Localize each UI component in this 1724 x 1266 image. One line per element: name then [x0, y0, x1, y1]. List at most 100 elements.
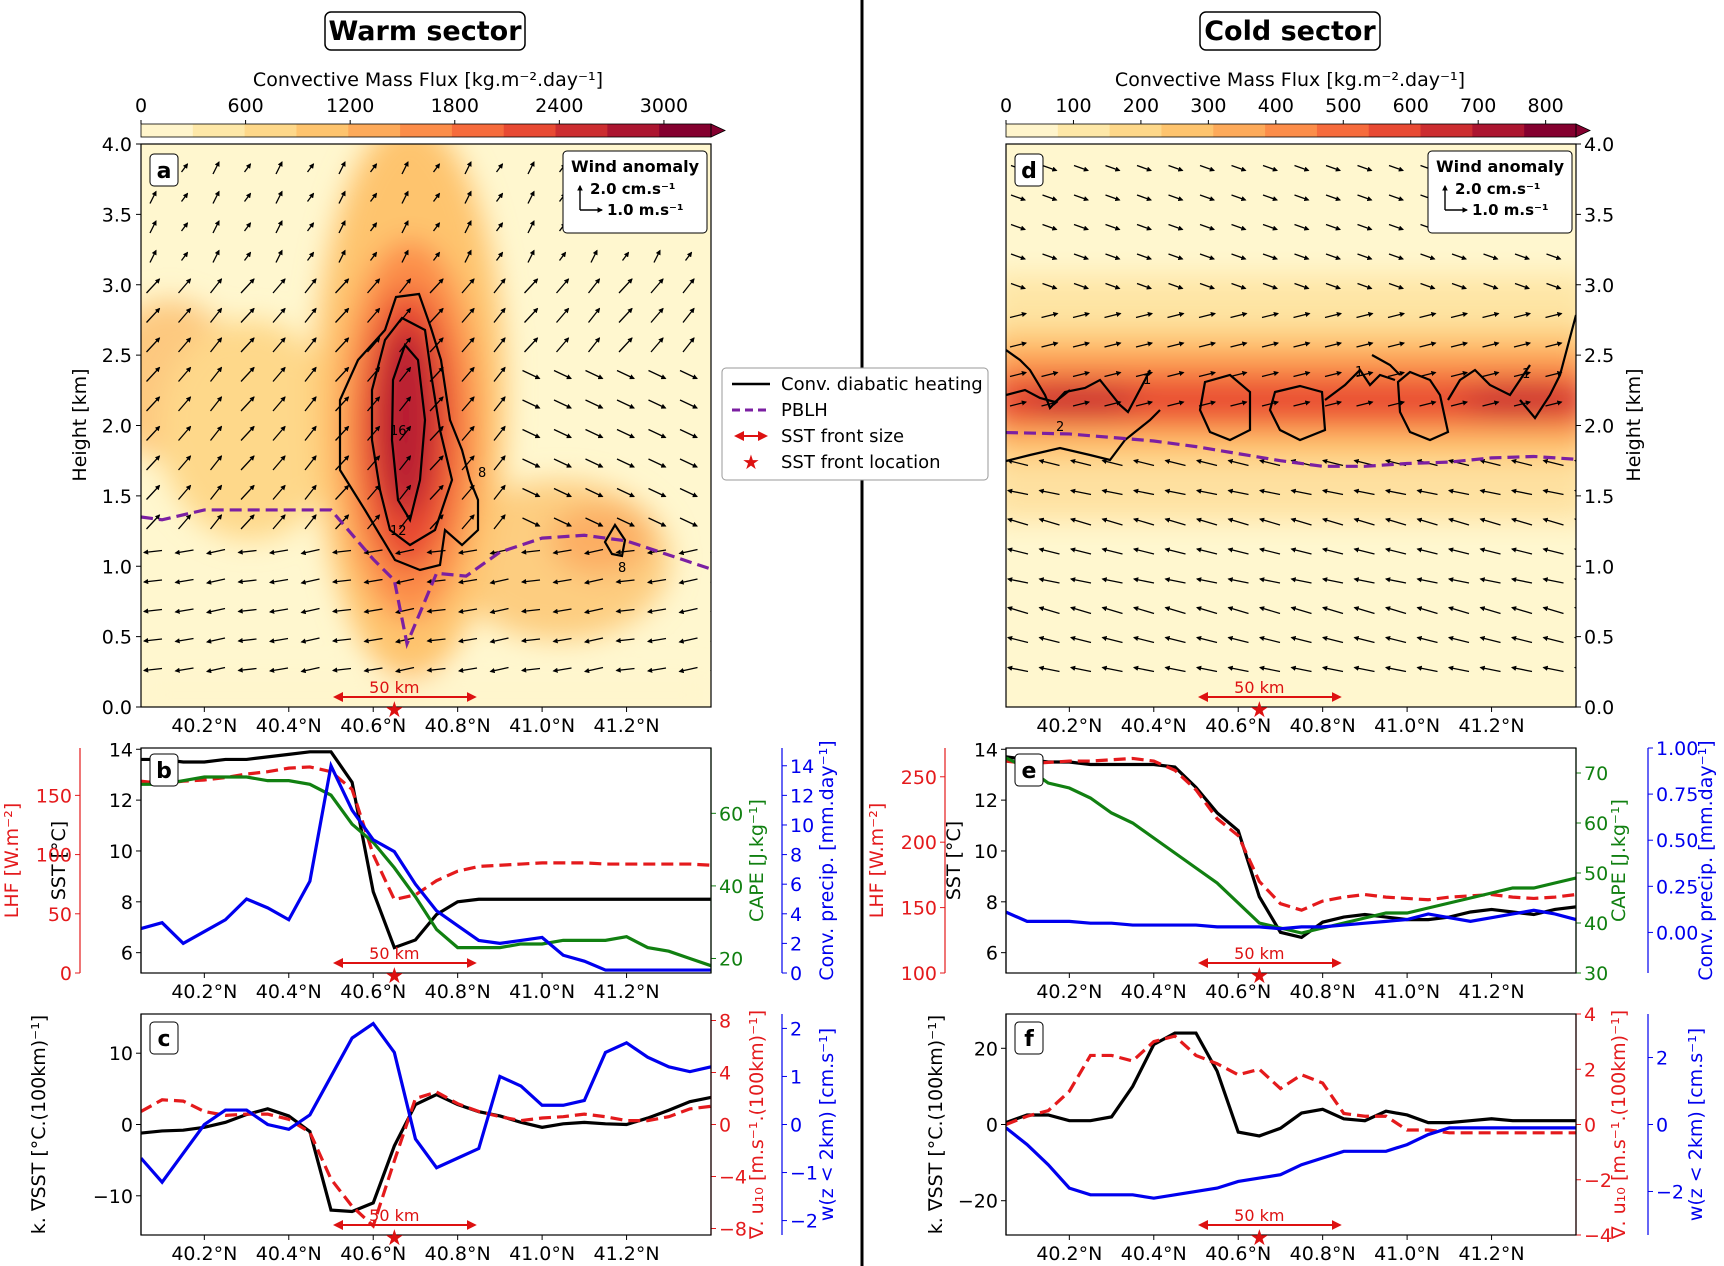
- wind-arrow: [1450, 370, 1469, 378]
- wind-arrow: [369, 222, 378, 232]
- wind-arrow: [1573, 547, 1576, 553]
- wind-arrow: [1450, 400, 1469, 407]
- wind-arrow: [461, 396, 475, 412]
- wind-arrow: [1577, 402, 1593, 406]
- colorbar-extend-arrow: [710, 123, 726, 138]
- wind-arrow: [209, 366, 223, 382]
- contour-label: 8: [478, 466, 486, 481]
- wind-arrow: [648, 399, 667, 409]
- wind-arrow: [1105, 223, 1121, 231]
- y-tick-label: 4.0: [1584, 134, 1614, 156]
- wind-arrow: [493, 366, 506, 382]
- wind-arrow: [1101, 665, 1123, 673]
- wind-arrow: [1357, 164, 1373, 172]
- wind-arrow: [1542, 577, 1564, 584]
- colorbar-tick: 100: [1055, 95, 1091, 117]
- wind-arrow: [178, 278, 192, 294]
- wind-arrow: [205, 548, 226, 556]
- x-tick-label: 40.4°N: [1121, 1243, 1187, 1265]
- wind-arrow: [1135, 341, 1154, 348]
- wind-arrow: [653, 249, 661, 263]
- colorbar-tick: 1200: [326, 95, 374, 117]
- wind-arrow: [457, 667, 478, 673]
- wind-arrow: [240, 366, 255, 382]
- wind-arrow: [1574, 517, 1576, 523]
- wind-arrow: [1101, 577, 1123, 584]
- wind-arrow: [587, 337, 601, 353]
- wind-arrow: [432, 192, 441, 202]
- wind-arrow: [1356, 400, 1374, 407]
- wind-arrow: [1542, 517, 1564, 526]
- wind-arrow: [243, 163, 252, 173]
- wind-arrow: [682, 307, 695, 323]
- wind-arrow: [1010, 194, 1026, 202]
- wind-arrow: [1511, 606, 1533, 615]
- wind-arrow: [272, 514, 286, 530]
- wind-arrow: [212, 190, 220, 204]
- axis-gradsst: −20 0 20 k. ∇SST [°C.(100km)⁻¹]: [925, 1014, 1007, 1235]
- wind-arrow: [1195, 577, 1218, 584]
- wind-arrow: [335, 455, 350, 471]
- wind-arrow: [1132, 458, 1155, 467]
- wind-arrow: [553, 428, 572, 439]
- y-tick-label: −2: [790, 1211, 818, 1233]
- wind-arrow: [331, 549, 352, 555]
- colorbar-warm: 0 600 1200 1800 2400 3000: [135, 95, 726, 138]
- wind-arrow: [304, 455, 317, 471]
- wind-arrow: [1038, 665, 1060, 673]
- wind-arrow: [1261, 400, 1280, 407]
- wind-arrow: [583, 607, 604, 615]
- wind-arrow: [240, 484, 255, 500]
- wind-arrow: [432, 163, 441, 173]
- wind-arrow: [1321, 547, 1344, 555]
- wind-arrow: [1384, 547, 1407, 555]
- wind-arrow: [1483, 282, 1499, 290]
- wind-arrow: [1168, 253, 1184, 261]
- y-axis-label-precip: Conv. precip. [mm.day⁻¹]: [1695, 740, 1717, 980]
- front-location-star: ★: [384, 698, 404, 723]
- wind-arrow: [178, 455, 192, 471]
- wind-key-cold: Wind anomaly 2.0 cm.s⁻¹ 1.0 m.s⁻¹: [1427, 150, 1573, 234]
- wind-arrow: [679, 369, 698, 380]
- wind-arrow: [493, 425, 506, 441]
- wind-arrow: [616, 487, 635, 498]
- wind-arrow: [717, 251, 723, 263]
- wind-arrow: [1290, 577, 1312, 584]
- wind-arrow: [1324, 400, 1343, 407]
- wind-arrow: [240, 396, 255, 412]
- wind-arrow: [1321, 458, 1344, 467]
- wind-arrow: [524, 307, 539, 323]
- colorbar-swatch: [348, 124, 401, 137]
- x-tick-label: 40.6°N: [340, 715, 406, 737]
- contour-label: 16: [390, 424, 407, 439]
- wind-arrow: [1073, 164, 1089, 172]
- front-location-star: ★: [384, 1226, 404, 1251]
- y-axis-label-cape: CAPE [J.kg⁻¹]: [746, 799, 768, 922]
- wind-arrow: [268, 608, 289, 614]
- wind-arrow: [272, 484, 286, 500]
- wind-arrow: [369, 163, 378, 173]
- wind-arrow: [556, 307, 570, 323]
- wind-arrow: [709, 637, 711, 644]
- wind-arrow: [300, 637, 320, 644]
- y-tick-label: 0: [719, 1115, 731, 1137]
- wind-arrow: [1542, 665, 1564, 673]
- y-tick-label: 4.0: [102, 134, 132, 156]
- colorbar-swatch: [451, 124, 505, 137]
- x-tick-label: 41.0°N: [1374, 981, 1440, 1003]
- x-tick-label: 40.2°N: [1036, 715, 1102, 737]
- x-tick-label: 41.0°N: [1374, 1243, 1440, 1265]
- wind-arrow: [1231, 282, 1247, 290]
- wind-arrow: [1384, 488, 1407, 496]
- wind-arrow: [1546, 282, 1562, 290]
- wind-arrow: [1542, 635, 1564, 644]
- wind-arrow: [1542, 606, 1564, 615]
- wind-arrow: [1042, 223, 1058, 231]
- x-tick-label: 40.6°N: [340, 981, 406, 1003]
- y-tick-label: −1: [790, 1163, 818, 1185]
- wind-arrow: [304, 278, 317, 294]
- wind-arrow: [363, 637, 383, 644]
- wind-arrow: [1227, 577, 1249, 584]
- y-tick-label: 0.25: [1656, 876, 1698, 898]
- wind-arrow: [1101, 458, 1123, 467]
